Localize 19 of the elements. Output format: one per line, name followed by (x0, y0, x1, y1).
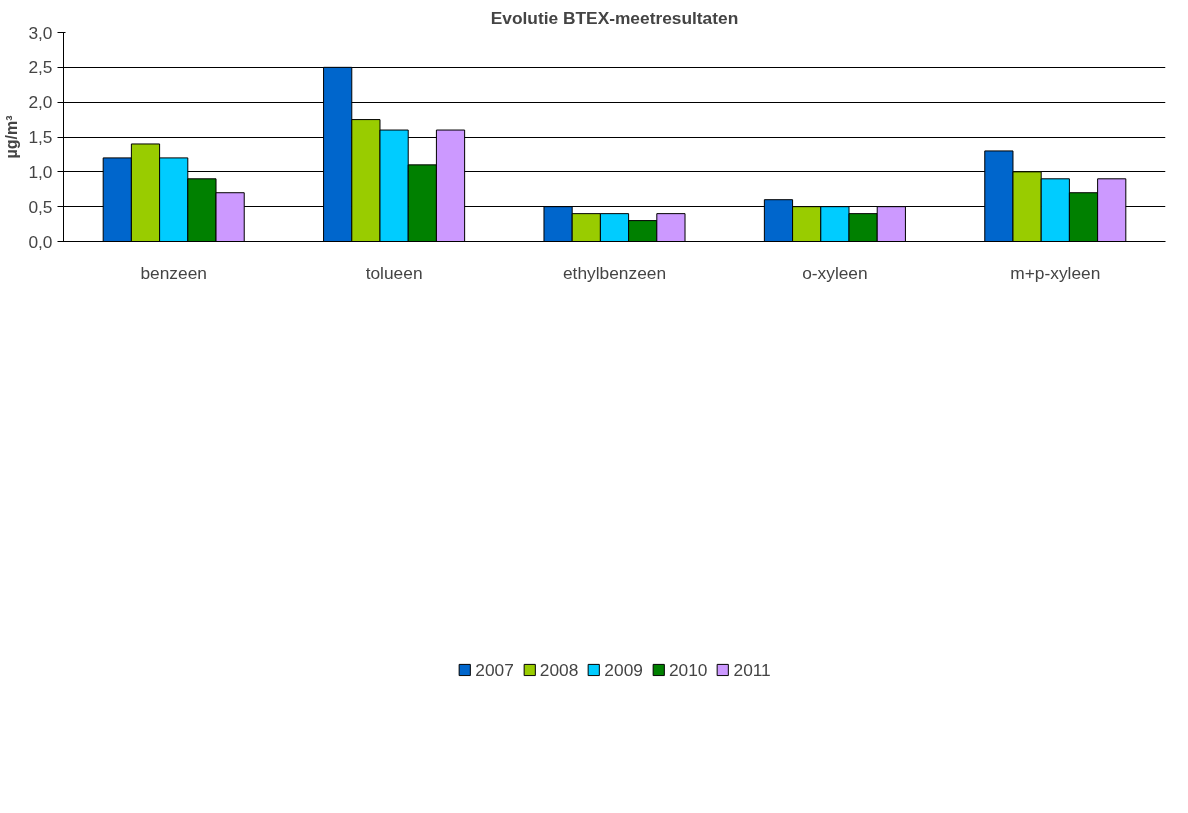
legend-label: 2011 (733, 659, 771, 681)
y-axis-title: µg/m³ (3, 115, 21, 159)
y-tick-label: 2,0 (28, 92, 53, 113)
y-tick-label: 0,0 (28, 231, 53, 252)
y-tick-label: 2,5 (28, 57, 53, 78)
x-tick-label: ethylbenzeen (562, 262, 667, 283)
y-tick-label: 1,0 (28, 161, 53, 182)
x-tick-label: o-xyleen (802, 262, 868, 283)
legend-label: 2007 (475, 659, 514, 681)
chart-title: Evolutie BTEX-meetresultaten (490, 7, 739, 28)
x-tick-label: m+p-xyleen (1010, 262, 1101, 283)
y-tick-label: 3,0 (28, 22, 53, 43)
x-tick-label: benzeen (140, 262, 207, 283)
legend-label: 2009 (604, 659, 643, 681)
y-tick-label: 1,5 (28, 127, 53, 147)
y-tick-label: 0,5 (28, 196, 53, 217)
legend-label: 2008 (539, 659, 579, 681)
x-tick-label: tolueen (365, 262, 423, 283)
legend-label: 2010 (668, 659, 708, 681)
